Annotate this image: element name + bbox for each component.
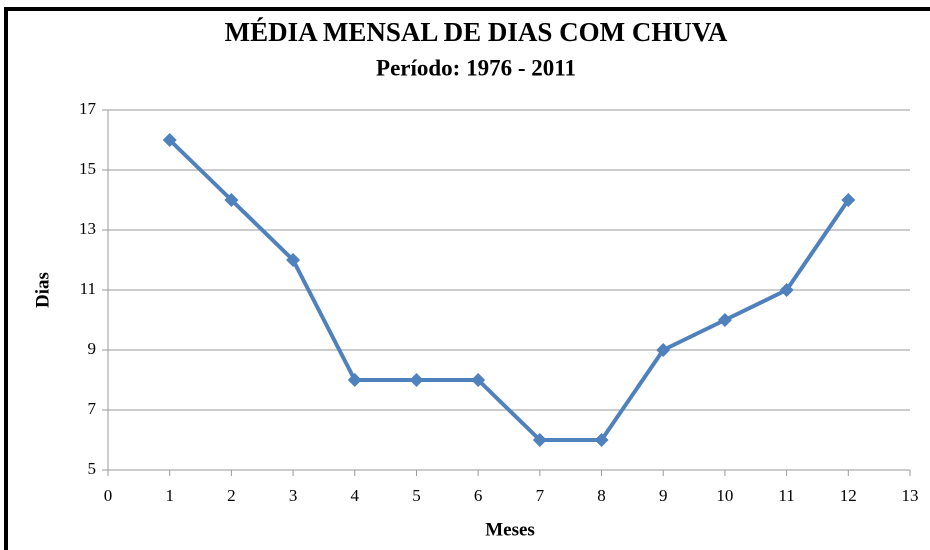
marker xyxy=(656,343,671,357)
y-axis-label: Dias xyxy=(32,272,53,308)
marker xyxy=(779,283,794,297)
x-tick-label: 7 xyxy=(536,486,545,505)
y-tick-label: 17 xyxy=(79,99,97,118)
chart-subtitle: Período: 1976 - 2011 xyxy=(376,55,576,80)
x-tick-label: 2 xyxy=(227,486,236,505)
y-tick-label: 11 xyxy=(80,279,96,298)
marker xyxy=(286,253,301,267)
x-tick-label: 6 xyxy=(474,486,483,505)
x-tick-label: 12 xyxy=(840,486,857,505)
y-tick-label: 13 xyxy=(79,219,96,238)
y-tick-label: 15 xyxy=(79,159,96,178)
x-tick-label: 11 xyxy=(778,486,794,505)
x-tick-label: 4 xyxy=(351,486,360,505)
frame xyxy=(4,7,930,550)
marker xyxy=(471,373,486,387)
marker xyxy=(162,133,177,147)
x-tick-label: 10 xyxy=(716,486,733,505)
line xyxy=(168,138,850,442)
x-tick-label: 0 xyxy=(104,486,113,505)
y-tick-label: 9 xyxy=(88,339,97,358)
marker xyxy=(594,433,609,447)
y-tick-label: 5 xyxy=(88,459,97,478)
marker xyxy=(347,373,362,387)
y-tick-label: 7 xyxy=(88,399,97,418)
x-tick-label: 5 xyxy=(412,486,421,505)
marker xyxy=(532,433,547,447)
x-tick-label: 9 xyxy=(659,486,668,505)
x-tick-label: 13 xyxy=(902,486,919,505)
x-axis-label: Meses xyxy=(485,519,535,540)
marker xyxy=(409,373,424,387)
marker xyxy=(841,193,856,207)
x-tick-label: 8 xyxy=(597,486,606,505)
marker xyxy=(717,313,732,327)
x-tick-label: 1 xyxy=(165,486,174,505)
marker xyxy=(224,193,239,207)
x-tick-label: 3 xyxy=(289,486,298,505)
chart-title: MÉDIA MENSAL DE DIAS COM CHUVA xyxy=(225,17,728,47)
